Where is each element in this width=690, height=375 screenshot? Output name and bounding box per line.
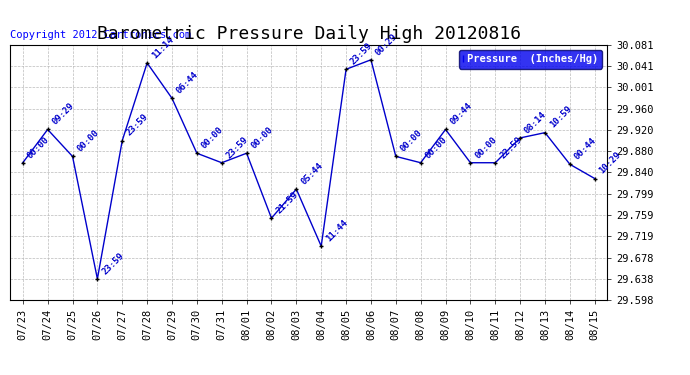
Text: 00:00: 00:00 <box>199 125 225 150</box>
Text: 09:29: 09:29 <box>50 101 76 127</box>
Text: 23:59: 23:59 <box>125 112 150 138</box>
Text: 00:29: 00:29 <box>374 32 399 57</box>
Text: 11:44: 11:44 <box>324 218 349 243</box>
Text: 23:59: 23:59 <box>100 251 126 276</box>
Text: 00:00: 00:00 <box>75 128 101 154</box>
Text: 23:59: 23:59 <box>349 41 374 66</box>
Text: 00:00: 00:00 <box>473 135 499 160</box>
Title: Barometric Pressure Daily High 20120816: Barometric Pressure Daily High 20120816 <box>97 26 521 44</box>
Text: 00:00: 00:00 <box>424 135 448 160</box>
Legend: Pressure  (Inches/Hg): Pressure (Inches/Hg) <box>460 50 602 69</box>
Text: 22:59: 22:59 <box>498 135 524 160</box>
Text: 10:59: 10:59 <box>548 105 573 130</box>
Text: 00:00: 00:00 <box>249 125 275 150</box>
Text: 00:00: 00:00 <box>26 135 51 160</box>
Text: Copyright 2012 Cartronics.com: Copyright 2012 Cartronics.com <box>10 30 192 40</box>
Text: 10:29: 10:29 <box>598 150 623 176</box>
Text: 00:00: 00:00 <box>399 128 424 154</box>
Text: 05:44: 05:44 <box>299 161 324 186</box>
Text: 00:44: 00:44 <box>573 136 598 162</box>
Text: 09:44: 09:44 <box>448 101 474 127</box>
Text: 23:59: 23:59 <box>224 135 250 160</box>
Text: 08:14: 08:14 <box>523 110 549 135</box>
Text: 11:14: 11:14 <box>150 35 175 60</box>
Text: 21:59: 21:59 <box>274 190 299 215</box>
Text: 06:44: 06:44 <box>175 70 200 96</box>
